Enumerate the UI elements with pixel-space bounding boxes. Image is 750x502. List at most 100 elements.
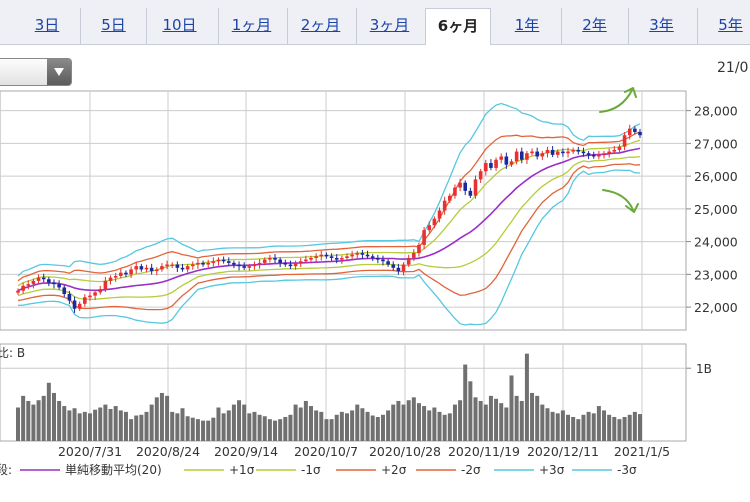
volume-axis-label: 比: B bbox=[0, 346, 25, 360]
volume-bar-90 bbox=[478, 400, 483, 441]
volume-bar-64 bbox=[344, 413, 349, 441]
candle-119 bbox=[627, 128, 632, 136]
volume-bar-30 bbox=[170, 411, 175, 441]
volume-bar-74 bbox=[396, 400, 401, 441]
tab-2[interactable]: 10日 bbox=[146, 8, 212, 44]
candle-54 bbox=[293, 262, 298, 267]
volume-bar-117 bbox=[617, 419, 622, 441]
legend-label-6: -3σ bbox=[617, 463, 637, 477]
volume-bar-20 bbox=[118, 410, 123, 441]
candle-47 bbox=[257, 262, 262, 265]
candle-75 bbox=[401, 264, 406, 272]
tab-10[interactable]: 5年 bbox=[697, 8, 750, 44]
tab-6[interactable]: 6ヶ月 bbox=[425, 8, 491, 45]
volume-bar-101 bbox=[535, 395, 540, 441]
candle-8 bbox=[57, 284, 61, 288]
candle-21 bbox=[124, 272, 128, 275]
volume-bar-11 bbox=[72, 408, 77, 441]
volume-bar-82 bbox=[437, 411, 442, 441]
tab-8[interactable]: 2年 bbox=[561, 8, 627, 44]
tab-0[interactable]: 3日 bbox=[34, 16, 60, 34]
candle-52 bbox=[283, 262, 288, 265]
volume-bar-33 bbox=[185, 416, 190, 441]
volume-bar-120 bbox=[632, 411, 637, 441]
volume-bar-110 bbox=[581, 414, 586, 441]
candle-3 bbox=[31, 280, 36, 285]
candle-111 bbox=[586, 153, 591, 155]
candle-82 bbox=[437, 210, 442, 219]
volume-bar-51 bbox=[278, 419, 283, 441]
volume-bar-15 bbox=[93, 409, 98, 441]
candle-15 bbox=[93, 292, 97, 296]
candle-101 bbox=[535, 151, 539, 157]
volume-1b-label: 1B bbox=[696, 362, 712, 376]
plus-3-sigma-line bbox=[17, 102, 641, 277]
volume-bar-121 bbox=[638, 414, 642, 441]
volume-bar-39 bbox=[216, 407, 221, 441]
tab-1[interactable]: 5日 bbox=[80, 8, 146, 44]
candle-2 bbox=[26, 284, 31, 286]
volume-bar-86 bbox=[458, 400, 463, 441]
legend-label-5: +3σ bbox=[539, 463, 565, 477]
tab-5[interactable]: 3ヶ月 bbox=[356, 8, 422, 44]
volume-bar-114 bbox=[602, 410, 607, 441]
volume-bar-92 bbox=[488, 395, 493, 441]
candle-78 bbox=[417, 244, 421, 254]
tab-4[interactable]: 2ヶ月 bbox=[287, 8, 353, 44]
volume-bar-35 bbox=[195, 419, 200, 441]
volume-bar-68 bbox=[365, 411, 370, 441]
candle-20 bbox=[119, 272, 123, 276]
volume-bar-1 bbox=[21, 395, 26, 441]
volume-bar-34 bbox=[190, 417, 195, 441]
candle-27 bbox=[154, 269, 159, 272]
candle-97 bbox=[514, 151, 519, 162]
legend-label-1: +1σ bbox=[229, 463, 255, 477]
candle-92 bbox=[489, 163, 493, 168]
y-tick-label-6: 22,000 bbox=[694, 300, 738, 315]
candle-46 bbox=[252, 264, 257, 267]
volume-bar-19 bbox=[113, 406, 118, 441]
volume-bar-2 bbox=[26, 400, 31, 441]
tab-3[interactable]: 1ヶ月 bbox=[218, 8, 284, 44]
chart-type-select[interactable] bbox=[0, 58, 72, 86]
candle-65 bbox=[350, 254, 354, 257]
candle-73 bbox=[391, 264, 396, 268]
candle-51 bbox=[278, 259, 282, 263]
candle-117 bbox=[617, 146, 622, 150]
chevron-down-icon[interactable] bbox=[47, 59, 71, 85]
volume-bar-16 bbox=[98, 407, 103, 441]
candle-24 bbox=[139, 266, 144, 270]
candle-12 bbox=[77, 303, 82, 309]
candle-114 bbox=[602, 153, 606, 155]
candle-6 bbox=[47, 279, 51, 283]
candle-30 bbox=[170, 264, 175, 266]
candle-63 bbox=[340, 257, 344, 260]
candle-36 bbox=[201, 262, 205, 265]
minus-2-sigma-line bbox=[17, 163, 641, 311]
volume-bar-96 bbox=[509, 375, 514, 441]
volume-bar-70 bbox=[375, 416, 380, 441]
volume-bar-17 bbox=[103, 404, 108, 441]
volume-bar-109 bbox=[576, 419, 581, 441]
volume-bar-107 bbox=[566, 414, 571, 441]
candle-29 bbox=[165, 264, 169, 267]
candle-64 bbox=[345, 256, 349, 258]
volume-bar-98 bbox=[519, 400, 524, 441]
volume-bar-54 bbox=[293, 404, 298, 441]
plus-2-sigma-line bbox=[17, 131, 641, 282]
candle-68 bbox=[365, 254, 370, 257]
candle-69 bbox=[370, 256, 375, 258]
volume-bar-41 bbox=[226, 410, 231, 441]
candle-35 bbox=[196, 262, 200, 265]
volume-bar-63 bbox=[339, 411, 344, 441]
candle-58 bbox=[314, 256, 318, 258]
tab-7[interactable]: 1年 bbox=[514, 16, 540, 34]
candle-110 bbox=[581, 151, 586, 154]
volume-bar-84 bbox=[447, 413, 452, 441]
volume-bar-97 bbox=[514, 395, 519, 441]
candle-48 bbox=[262, 259, 267, 263]
tab-9[interactable]: 3年 bbox=[628, 8, 694, 44]
volume-bar-47 bbox=[257, 414, 262, 441]
candle-84 bbox=[448, 195, 452, 201]
volume-bar-9 bbox=[62, 406, 67, 441]
